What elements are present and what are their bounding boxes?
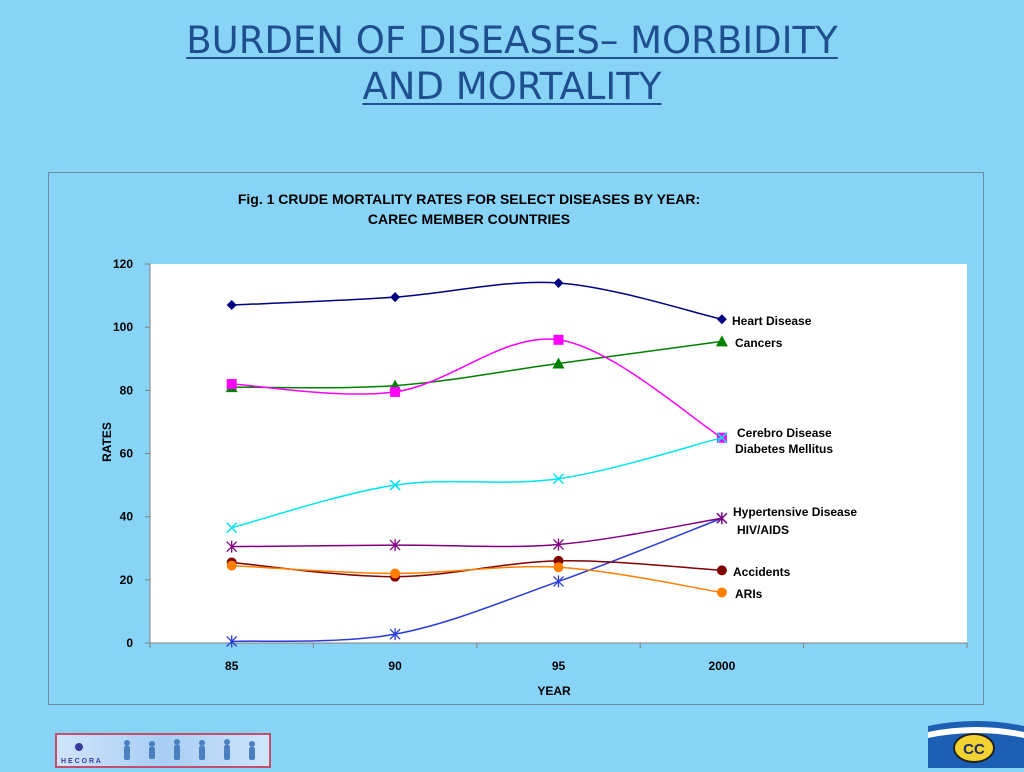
legend-label: Cerebro Disease (737, 426, 832, 440)
diabetes-mellitus-point (716, 432, 728, 444)
y-axis-label: RATES (100, 422, 114, 462)
cerebro-disease-point (226, 379, 237, 390)
legend-label: Hypertensive Disease (733, 505, 857, 519)
y-tick-label: 40 (120, 510, 134, 524)
series-diabetes-mellitus (226, 432, 728, 534)
legend-labels: Heart Disease Cancers Cerebro Disease Diabe… (732, 314, 857, 601)
series-aris (226, 560, 727, 598)
chart-title-line1: Fig. 1 CRUDE MORTALITY RATES FOR SELECT … (238, 191, 700, 207)
hiv-aids-point (553, 538, 564, 551)
slide-title-line2: AND MORTALITY (362, 65, 662, 108)
legend-label: Cancers (735, 336, 783, 350)
y-tick-label: 0 (126, 636, 133, 650)
aris-point (390, 568, 401, 579)
diabetes-mellitus-line (231, 436, 723, 529)
legend-label: ARIs (735, 587, 763, 601)
aris-point (716, 587, 727, 598)
series-heart-disease (226, 277, 727, 325)
x-tick-label: 85 (225, 659, 239, 673)
svg-text:CC: CC (963, 741, 985, 758)
x-tick-label: 95 (552, 659, 566, 673)
chart-panel: Fig. 1 CRUDE MORTALITY RATES FOR SELECT … (48, 172, 984, 705)
y-tick-label: 80 (120, 383, 134, 397)
chart-title-line2: CAREC MEMBER COUNTRIES (368, 211, 570, 227)
series-hiv-aids (226, 512, 728, 553)
heart-disease-line (231, 281, 723, 321)
svg-text:H E C O R A: H E C O R A (61, 758, 101, 765)
hiv-aids-point (389, 539, 401, 552)
cancers-point (715, 335, 728, 347)
x-tick-label: 90 (388, 659, 402, 673)
cerebro-disease-point (390, 386, 401, 397)
hypertensive-disease-line (231, 517, 723, 643)
slide-title-line1: BURDEN OF DISEASES– MORBIDITY (186, 19, 838, 62)
x-tick-label: 2000 (709, 659, 736, 673)
diabetes-mellitus-point (552, 473, 565, 485)
diabetes-mellitus-point (389, 479, 401, 491)
legend-label: Accidents (733, 565, 791, 579)
hiv-aids-point (226, 540, 238, 553)
aris-line (231, 564, 723, 594)
hypertensive-disease-point (553, 575, 564, 588)
cancers-point (552, 357, 565, 369)
cerebro-disease-line (231, 338, 723, 439)
hecora-logo-icon: H E C O R A (55, 733, 271, 768)
carec-logo-icon: CC (928, 718, 1024, 768)
heart-disease-point (226, 300, 237, 311)
axes: 0 20 40 60 80 100 120 85 90 95 2000 (113, 257, 968, 673)
x-axis-label: YEAR (537, 684, 571, 698)
cancers-line (231, 340, 723, 389)
y-tick-label: 120 (113, 257, 133, 271)
y-tick-label: 60 (120, 447, 134, 461)
mortality-line-chart: Fig. 1 CRUDE MORTALITY RATES FOR SELECT … (100, 191, 968, 698)
y-tick-label: 20 (120, 573, 134, 587)
hypertensive-disease-point (226, 635, 238, 648)
accidents-point (716, 565, 727, 576)
legend-label: HIV/AIDS (737, 523, 789, 537)
hiv-aids-point (716, 512, 728, 525)
cerebro-disease-point (553, 334, 564, 345)
series-layer (225, 277, 728, 648)
heart-disease-point (553, 277, 564, 288)
y-tick-label: 100 (113, 320, 133, 334)
aris-point (553, 562, 564, 573)
heart-disease-point (716, 314, 727, 325)
hiv-aids-line (231, 517, 723, 548)
legend-label: Heart Disease (732, 314, 812, 328)
hypertensive-disease-point (389, 628, 401, 641)
heart-disease-point (390, 292, 401, 303)
aris-point (226, 560, 237, 571)
slide-title: BURDEN OF DISEASES– MORBIDITY AND MORTAL… (0, 18, 1024, 110)
diabetes-mellitus-point (226, 522, 238, 534)
legend-label: Diabetes Mellitus (735, 442, 833, 456)
